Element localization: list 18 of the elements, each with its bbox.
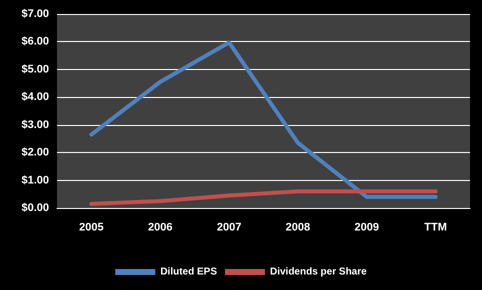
- line-series: [89, 189, 438, 206]
- y-tick-label: $3.00: [21, 118, 49, 131]
- legend-label: Diluted EPS: [160, 266, 218, 278]
- x-tick-label: 2006: [148, 222, 172, 234]
- y-tick-label: $6.00: [21, 36, 49, 48]
- legend-label: Dividends per Share: [270, 266, 368, 278]
- y-tick-label: $5.00: [21, 63, 49, 76]
- y-tick-label: $0.00: [21, 202, 49, 214]
- y-tick-label: $4.00: [21, 91, 49, 104]
- x-tick-label: TTM: [424, 222, 447, 234]
- x-tick-label: 2008: [286, 222, 310, 234]
- x-tick-label: 2005: [79, 222, 104, 234]
- y-tick-label: $7.00: [21, 8, 49, 20]
- y-tick-label: $2.00: [21, 146, 49, 159]
- y-tick-label: $1.00: [21, 174, 49, 186]
- x-tick-label: 2009: [354, 222, 379, 234]
- x-tick-label: 2007: [216, 222, 242, 234]
- line-series: [89, 40, 438, 199]
